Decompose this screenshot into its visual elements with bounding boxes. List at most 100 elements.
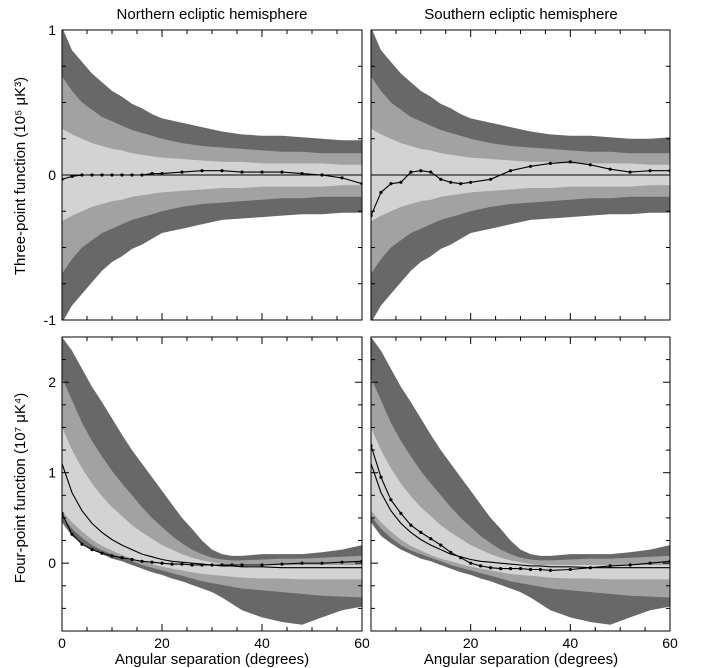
data-point bbox=[70, 174, 74, 178]
data-point bbox=[479, 564, 483, 568]
data-point bbox=[499, 567, 503, 571]
data-point bbox=[379, 190, 383, 194]
data-point bbox=[80, 542, 84, 546]
data-point bbox=[320, 173, 324, 177]
data-point bbox=[160, 172, 164, 176]
data-point bbox=[528, 567, 533, 572]
ylabel-four-point: Four-point function (10⁷ μK⁴) bbox=[12, 393, 29, 584]
data-point bbox=[399, 180, 403, 184]
data-point bbox=[518, 567, 523, 571]
data-point bbox=[568, 160, 572, 164]
data-point bbox=[508, 567, 513, 571]
data-point bbox=[469, 561, 473, 565]
ylabel-three-point: Three-point function (10⁵ μK³) bbox=[12, 77, 29, 275]
data-point bbox=[568, 567, 572, 572]
y-tick-label: 0 bbox=[48, 167, 56, 183]
data-point bbox=[389, 498, 393, 502]
panel-southern-three-point bbox=[370, 29, 671, 321]
data-point bbox=[628, 170, 632, 174]
data-point bbox=[90, 173, 94, 177]
y-tick-label: 0 bbox=[48, 555, 56, 571]
x-tick-label: 20 bbox=[154, 635, 170, 651]
xlabel-left: Angular separation (degrees) bbox=[115, 651, 309, 668]
plot-area bbox=[371, 30, 670, 320]
data-point bbox=[588, 566, 592, 570]
tick-marks bbox=[61, 336, 363, 632]
plot-area bbox=[62, 30, 362, 320]
data-point bbox=[449, 180, 453, 184]
data-point bbox=[90, 548, 94, 552]
tick-marks bbox=[370, 336, 671, 632]
data-point bbox=[548, 568, 553, 573]
data-point bbox=[340, 560, 344, 564]
data-point bbox=[240, 563, 244, 567]
y-tick-label: 1 bbox=[48, 465, 56, 481]
data-point bbox=[419, 169, 423, 173]
xlabel-right: Angular separation (degrees) bbox=[424, 651, 618, 668]
data-point bbox=[120, 556, 124, 560]
data-point bbox=[409, 523, 413, 527]
data-point bbox=[100, 551, 104, 555]
x-tick-label: 0 bbox=[58, 635, 66, 651]
expected-series-line bbox=[62, 463, 362, 569]
data-point bbox=[190, 563, 194, 567]
x-tick-label: 40 bbox=[254, 635, 270, 651]
data-point bbox=[459, 556, 463, 560]
data-point bbox=[110, 554, 114, 558]
data-point bbox=[140, 559, 144, 563]
data-point bbox=[419, 530, 423, 535]
data-point bbox=[508, 169, 513, 173]
data-point bbox=[469, 180, 473, 184]
plot-area bbox=[62, 337, 362, 625]
data-point bbox=[140, 173, 144, 177]
data-point bbox=[200, 563, 204, 567]
data-point bbox=[608, 564, 612, 568]
data-point bbox=[180, 562, 184, 566]
data-point bbox=[320, 561, 324, 565]
data-point bbox=[110, 173, 114, 177]
data-point bbox=[70, 532, 74, 536]
data-point bbox=[260, 563, 264, 567]
data-point bbox=[399, 511, 403, 515]
y-tick-label: 2 bbox=[48, 374, 56, 390]
data-point bbox=[489, 177, 493, 181]
data-point bbox=[648, 169, 652, 173]
data-point bbox=[548, 161, 553, 165]
data-point bbox=[608, 167, 612, 171]
y-tick-label: 1 bbox=[48, 22, 56, 38]
data-point bbox=[220, 169, 224, 173]
data-point bbox=[429, 170, 433, 174]
inner-band bbox=[62, 427, 362, 580]
x-tick-label: 40 bbox=[563, 635, 579, 651]
panel-northern-three-point: -1 0 1 bbox=[44, 22, 363, 328]
title-northern: Northern ecliptic hemisphere bbox=[117, 6, 308, 23]
data-point bbox=[260, 170, 264, 174]
y-tick-label: -1 bbox=[44, 312, 57, 328]
data-point bbox=[130, 557, 134, 562]
data-point bbox=[300, 561, 304, 565]
data-point bbox=[459, 182, 463, 186]
plot-area bbox=[371, 337, 670, 625]
x-tick-label: 60 bbox=[354, 635, 370, 651]
data-point bbox=[439, 543, 443, 547]
title-southern: Southern ecliptic hemisphere bbox=[424, 6, 617, 23]
data-point bbox=[449, 550, 453, 554]
data-point bbox=[648, 561, 652, 565]
data-point bbox=[628, 563, 632, 567]
data-point bbox=[80, 173, 84, 177]
data-point bbox=[538, 567, 543, 572]
data-point bbox=[389, 182, 393, 186]
data-point bbox=[130, 173, 134, 177]
data-point bbox=[210, 563, 214, 567]
data-point bbox=[240, 170, 244, 174]
data-point bbox=[300, 172, 304, 176]
data-point bbox=[160, 561, 164, 565]
data-point bbox=[489, 566, 493, 570]
data-point bbox=[280, 170, 284, 174]
data-point bbox=[439, 177, 443, 181]
data-point bbox=[150, 172, 154, 176]
data-point bbox=[340, 176, 344, 180]
data-point bbox=[588, 163, 592, 167]
